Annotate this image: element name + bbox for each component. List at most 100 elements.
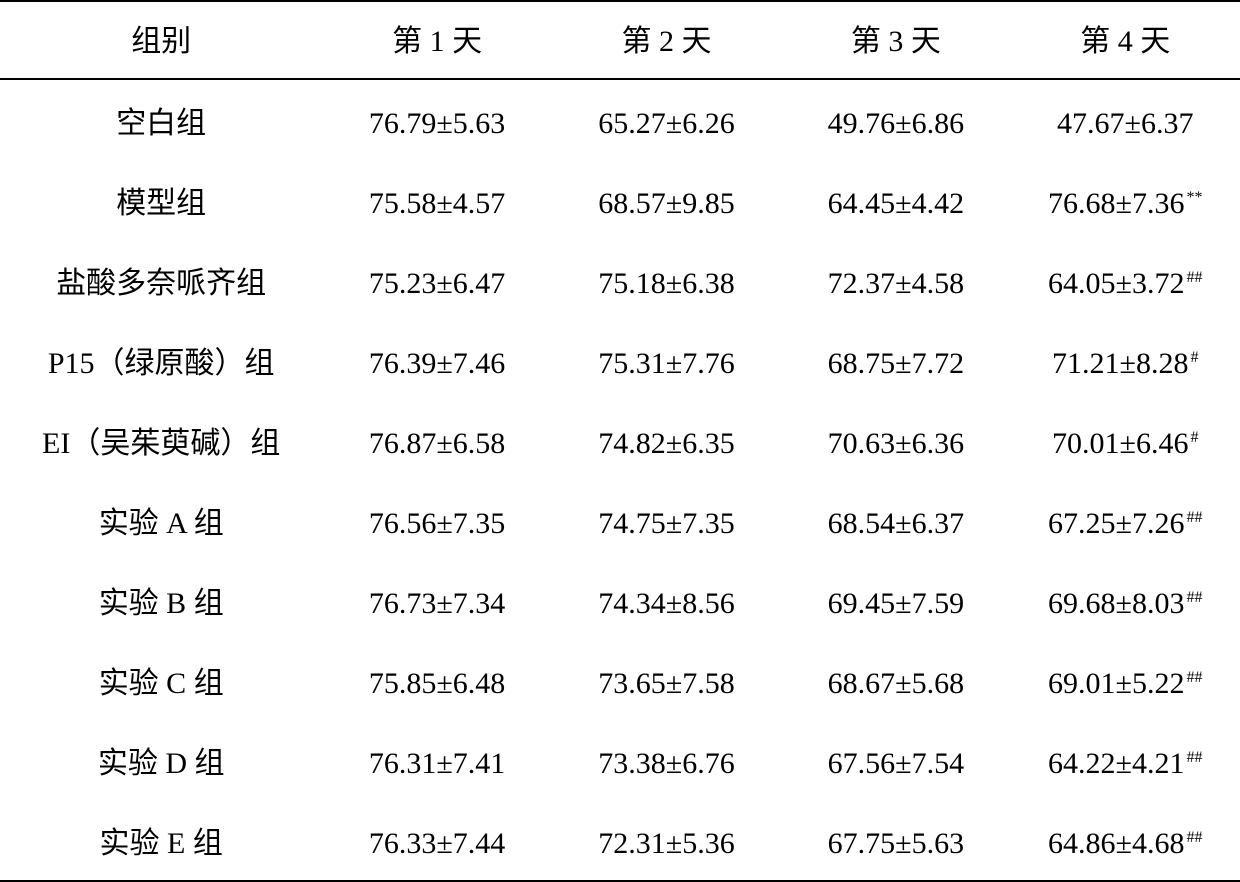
cell-day2: 74.82±6.35 (552, 400, 781, 480)
cell-day4: 64.22±4.21## (1011, 720, 1240, 800)
cell-day2-value: 73.38±6.76 (598, 747, 734, 780)
cell-day4: 69.01±5.22## (1011, 640, 1240, 720)
cell-day1: 75.58±4.57 (322, 160, 551, 240)
cell-day4-sup: ## (1187, 589, 1203, 606)
cell-day3-value-wrap: 67.56±7.54 (828, 747, 964, 781)
cell-day4-value: 47.67±6.37 (1057, 107, 1193, 140)
cell-day3: 68.54±6.37 (781, 480, 1010, 560)
data-table-container: 组别 第 1 天 第 2 天 第 3 天 第 4 天 空白组76.79±5.63… (0, 0, 1240, 882)
cell-day3-value-wrap: 70.63±6.36 (828, 427, 964, 461)
cell-day2-value: 73.65±7.58 (598, 667, 734, 700)
cell-day2-value-wrap: 74.82±6.35 (598, 427, 734, 461)
cell-day4-value-wrap: 64.22±4.21## (1048, 747, 1202, 781)
cell-day1: 75.23±6.47 (322, 240, 551, 320)
cell-day3-value: 70.63±6.36 (828, 427, 964, 460)
cell-day3: 70.63±6.36 (781, 400, 1010, 480)
cell-day2-value: 75.31±7.76 (598, 347, 734, 380)
cell-day3-value-wrap: 68.75±7.72 (828, 347, 964, 381)
cell-day3: 49.76±6.86 (781, 79, 1010, 160)
cell-day4-sup: ## (1187, 829, 1203, 846)
cell-day4: 70.01±6.46# (1011, 400, 1240, 480)
cell-day1: 76.31±7.41 (322, 720, 551, 800)
cell-day3-value: 67.75±5.63 (828, 827, 964, 860)
cell-day2: 72.31±5.36 (552, 800, 781, 881)
table-row: 模型组75.58±4.5768.57±9.8564.45±4.4276.68±7… (0, 160, 1240, 240)
cell-day3: 69.45±7.59 (781, 560, 1010, 640)
table-row: 实验 E 组76.33±7.4472.31±5.3667.75±5.6364.8… (0, 800, 1240, 881)
cell-day4: 64.86±4.68## (1011, 800, 1240, 881)
table-row: 实验 D 组 76.31±7.41 73.38±6.76 67.56±7.54 64.2… (0, 720, 1240, 800)
cell-day4: 64.05±3.72## (1011, 240, 1240, 320)
cell-day1-value-wrap: 76.79±5.63 (369, 107, 505, 141)
cell-day3-value-wrap: 68.67±5.68 (828, 667, 964, 701)
cell-day1-value: 75.58±4.57 (369, 187, 505, 220)
cell-day1-value-wrap: 76.56±7.35 (369, 507, 505, 541)
cell-day2-value: 74.34±8.56 (598, 587, 734, 620)
cell-group: P15（绿原酸）组 (0, 320, 322, 400)
cell-day1-value-wrap: 75.23±6.47 (369, 267, 505, 301)
cell-day4-sup: ## (1187, 669, 1203, 686)
cell-day2: 75.31±7.76 (552, 320, 781, 400)
data-table: 组别 第 1 天 第 2 天 第 3 天 第 4 天 空白组76.79±5.63… (0, 0, 1240, 882)
cell-day4-value: 71.21±8.28 (1052, 347, 1188, 380)
cell-day1: 76.39±7.46 (322, 320, 551, 400)
cell-day4-sup: # (1191, 349, 1199, 366)
table-row: 实验 A 组76.56±7.3574.75±7.3568.54±6.3767.2… (0, 480, 1240, 560)
cell-day3-value-wrap: 72.37±4.58 (828, 267, 964, 301)
cell-group: EI（吴茱萸碱）组 (0, 400, 322, 480)
cell-day4-value: 70.01±6.46 (1052, 427, 1188, 460)
cell-day3-value: 67.56±7.54 (828, 747, 964, 780)
cell-day1-value-wrap: 76.39±7.46 (369, 347, 505, 381)
cell-day2-value: 72.31±5.36 (598, 827, 734, 860)
cell-day2: 75.18±6.38 (552, 240, 781, 320)
table-header: 组别 第 1 天 第 2 天 第 3 天 第 4 天 (0, 1, 1240, 79)
cell-group: 实验 A 组 (0, 480, 322, 560)
cell-day3-value-wrap: 67.75±5.63 (828, 827, 964, 861)
cell-day1-value-wrap: 75.58±4.57 (369, 187, 505, 221)
cell-day2: 73.65±7.58 (552, 640, 781, 720)
cell-day4-value: 69.68±8.03 (1048, 587, 1184, 620)
cell-day4-value-wrap: 76.68±7.36** (1048, 187, 1202, 221)
cell-day1: 75.85±6.48 (322, 640, 551, 720)
cell-day3-value: 49.76±6.86 (828, 107, 964, 140)
cell-day3-value-wrap: 69.45±7.59 (828, 587, 964, 621)
cell-group: 盐酸多奈哌齐组 (0, 240, 322, 320)
cell-day4-value: 64.05±3.72 (1048, 267, 1184, 300)
cell-day4-sup: ## (1187, 269, 1203, 286)
cell-group: 实验 B 组 (0, 560, 322, 640)
col-header-day2: 第 2 天 (552, 1, 781, 79)
cell-day2: 65.27±6.26 (552, 79, 781, 160)
cell-day4-value-wrap: 64.86±4.68## (1048, 827, 1202, 861)
cell-day3-value-wrap: 64.45±4.42 (828, 187, 964, 221)
cell-day2-value-wrap: 75.31±7.76 (598, 347, 734, 381)
cell-group: 实验 E 组 (0, 800, 322, 881)
cell-day3-value: 68.54±6.37 (828, 507, 964, 540)
cell-day4-value-wrap: 67.25±7.26## (1048, 507, 1202, 541)
cell-day4-value: 64.86±4.68 (1048, 827, 1184, 860)
cell-day1-value: 76.56±7.35 (369, 507, 505, 540)
cell-day3-value: 68.75±7.72 (828, 347, 964, 380)
cell-day3-value: 64.45±4.42 (828, 187, 964, 220)
cell-day4-value: 64.22±4.21 (1048, 747, 1184, 780)
cell-day1-value-wrap: 76.31±7.41 (369, 747, 505, 781)
cell-day2-value-wrap: 73.38±6.76 (598, 747, 734, 781)
cell-day4: 47.67±6.37 (1011, 79, 1240, 160)
cell-day4-value-wrap: 47.67±6.37 (1057, 107, 1193, 141)
cell-day4-value-wrap: 69.68±8.03## (1048, 587, 1202, 621)
cell-day4: 71.21±8.28# (1011, 320, 1240, 400)
cell-day3: 67.75±5.63 (781, 800, 1010, 881)
cell-day2-value: 65.27±6.26 (598, 107, 734, 140)
cell-day1-value-wrap: 76.87±6.58 (369, 427, 505, 461)
cell-day3-value: 69.45±7.59 (828, 587, 964, 620)
col-header-day1: 第 1 天 (322, 1, 551, 79)
cell-day4-value: 67.25±7.26 (1048, 507, 1184, 540)
cell-day3-value: 68.67±5.68 (828, 667, 964, 700)
cell-day4-sup: ** (1187, 189, 1203, 206)
cell-day2: 74.34±8.56 (552, 560, 781, 640)
cell-group: 实验 C 组 (0, 640, 322, 720)
cell-day3: 68.75±7.72 (781, 320, 1010, 400)
cell-day4-value-wrap: 70.01±6.46# (1052, 427, 1198, 461)
cell-day1-value: 76.39±7.46 (369, 347, 505, 380)
cell-group: 实验 D 组 (0, 720, 322, 800)
cell-day3: 68.67±5.68 (781, 640, 1010, 720)
